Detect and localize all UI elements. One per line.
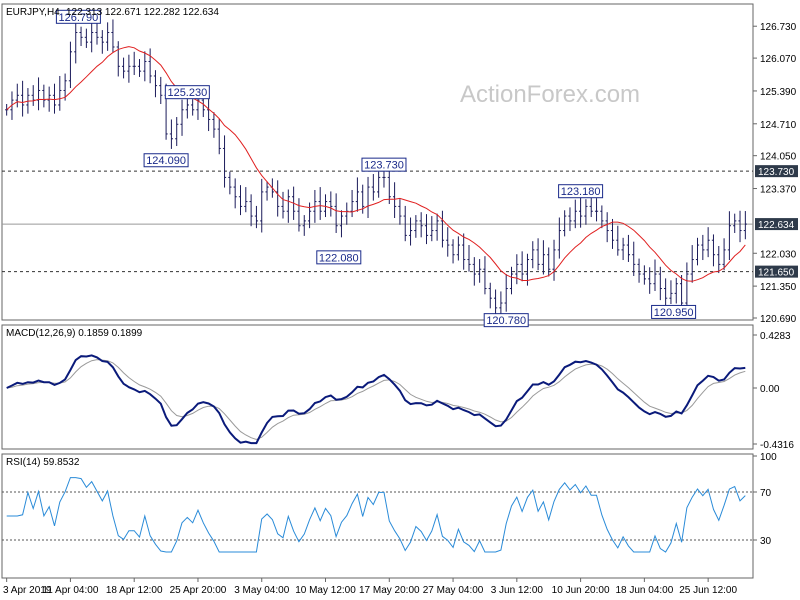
time-tick-label: 10 Jun 20:00 xyxy=(552,585,610,596)
time-tick-label: 10 May 12:00 xyxy=(295,585,356,596)
ohlc-label: 122.313 122.671 122.282 122.634 xyxy=(66,7,219,18)
rsi-line xyxy=(6,477,746,553)
price-annotation: 120.780 xyxy=(483,313,529,328)
level-tag: 123.730 xyxy=(758,167,795,178)
price-tick-label: 126.730 xyxy=(760,22,797,33)
time-tick-label: 17 May 20:00 xyxy=(359,585,420,596)
price-tick-label: 123.370 xyxy=(760,185,797,196)
price-tick-label: 124.710 xyxy=(760,120,797,131)
macd-layer xyxy=(6,354,746,445)
level-tag: 121.650 xyxy=(758,268,795,279)
macd-line xyxy=(6,354,746,445)
rsi-tick-label: 70 xyxy=(760,488,772,499)
time-tick-label: 3 Jun 12:00 xyxy=(491,585,544,596)
annotation-label: 123.730 xyxy=(364,160,404,172)
time-tick-label: 25 Apr 20:00 xyxy=(170,585,227,596)
rsi-tick-label: 100 xyxy=(760,452,777,463)
price-annotation: 126.790 xyxy=(55,9,101,24)
rsi-tick-label: 30 xyxy=(760,536,772,547)
sma-line xyxy=(6,46,746,282)
price-annotation: 120.950 xyxy=(651,304,697,319)
annotation-box xyxy=(316,250,362,265)
price-annotation: 123.180 xyxy=(558,184,604,199)
annotation-box xyxy=(55,9,101,24)
annotation-label: 124.090 xyxy=(146,155,186,167)
price-tick-label: 124.050 xyxy=(760,152,797,163)
symbol-label: EURJPY,H4 xyxy=(6,7,60,18)
rsi-layer xyxy=(2,477,753,553)
current-price-tag-bg xyxy=(755,218,798,231)
time-tick-label: 3 May 04:00 xyxy=(234,585,289,596)
price-tick-label: 121.350 xyxy=(760,282,797,293)
time-tick-label: 18 Jun 04:00 xyxy=(615,585,673,596)
current-price-tag: 122.634 xyxy=(758,220,795,231)
macd-title: MACD(12,26,9) 0.1859 0.1899 xyxy=(6,328,143,339)
watermark: ActionForex.com xyxy=(460,81,640,108)
macd-tick-label: -0.4316 xyxy=(760,440,794,451)
annotation-box xyxy=(164,85,210,100)
rsi-title: RSI(14) 59.8532 xyxy=(6,457,80,468)
price-annotation: 123.730 xyxy=(361,157,407,172)
macd-panel-frame xyxy=(1,324,754,450)
level-tag-bg xyxy=(755,165,798,178)
level-tag-bg xyxy=(755,265,798,278)
price-tick-label: 125.390 xyxy=(760,87,797,98)
price-annotation: 124.090 xyxy=(143,153,189,168)
annotation-label: 120.950 xyxy=(654,307,694,319)
annotation-label: 123.180 xyxy=(561,186,601,198)
price-tick-label: 126.070 xyxy=(760,54,797,65)
price-tick-label: 122.030 xyxy=(760,249,797,260)
annotation-label: 126.790 xyxy=(59,12,99,24)
axis-layer: 126.730 126.070 125.390 124.710 124.050 123.3… xyxy=(3,22,798,596)
time-tick-label: 27 May 04:00 xyxy=(423,585,484,596)
annotation-box xyxy=(651,304,697,319)
rsi-panel-frame xyxy=(1,453,754,579)
macd-tick-label: 0.4283 xyxy=(760,331,791,342)
macd-signal-line xyxy=(6,359,746,441)
annotation-box xyxy=(483,313,529,328)
time-tick-label: 3 Apr 2019 xyxy=(3,585,52,596)
price-layer: 126.790 125.230 124.090 122.080 123.730 120.7… xyxy=(2,9,753,328)
annotation-box xyxy=(361,157,407,172)
price-tick-label: 120.690 xyxy=(760,314,797,325)
annotation-label: 120.780 xyxy=(486,315,526,327)
annotation-label: 122.080 xyxy=(319,252,359,264)
annotation-label: 125.230 xyxy=(167,87,207,99)
time-tick-label: 18 Apr 12:00 xyxy=(106,585,163,596)
price-annotation: 125.230 xyxy=(164,85,210,100)
annotation-box xyxy=(558,184,604,199)
price-annotation: 122.080 xyxy=(316,250,362,265)
annotation-box xyxy=(143,153,189,168)
time-tick-label: 11 Apr 04:00 xyxy=(42,585,98,596)
time-tick-label: 25 Jun 12:00 xyxy=(679,585,737,596)
macd-tick-label: 0.00 xyxy=(760,384,780,395)
